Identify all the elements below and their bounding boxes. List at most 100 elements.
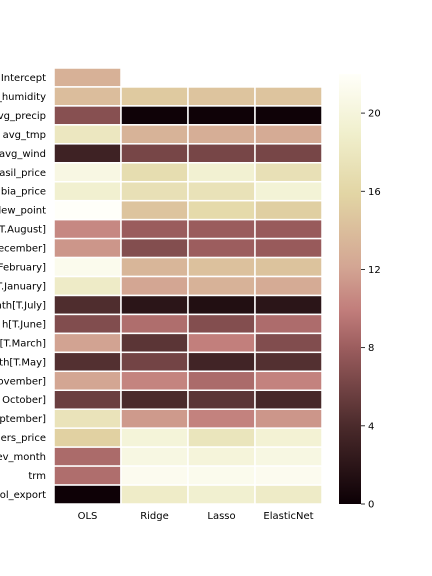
row-label: October] — [2, 395, 46, 406]
heatmap-cell — [254, 294, 323, 316]
heatmap-cell — [254, 408, 323, 429]
heatmap-cell — [187, 256, 256, 278]
heatmap-cell — [53, 408, 122, 429]
heatmap-cell — [120, 162, 189, 183]
heatmap-cell — [53, 256, 122, 278]
column-label: OLS — [78, 511, 98, 522]
heatmap-cell — [53, 180, 122, 202]
heatmap-cell — [53, 294, 122, 316]
heatmap-cell — [187, 332, 256, 354]
heatmap-cell — [53, 67, 122, 88]
row-label: ptember] — [0, 414, 46, 425]
heatmap-cell — [53, 332, 122, 354]
row-label: T.January] — [0, 282, 46, 293]
row-label: ev_month — [0, 452, 46, 463]
row-label: ol_export — [0, 490, 46, 501]
heatmap-cell — [254, 351, 323, 373]
heatmap-cell — [120, 180, 189, 202]
heatmap-cell — [120, 275, 189, 297]
heatmap-cell — [254, 465, 323, 486]
colorbar-tick-label: 8 — [368, 343, 374, 354]
heatmap-cell — [53, 484, 122, 505]
heatmap-cell — [120, 105, 189, 126]
column-label: Ridge — [140, 511, 169, 522]
heatmap-cell — [187, 275, 256, 297]
heatmap-cell — [187, 199, 256, 221]
heatmap-cell — [120, 389, 189, 410]
heatmap-cell — [120, 427, 189, 448]
row-label: nth[T.July] — [0, 300, 46, 311]
heatmap-cell — [187, 313, 256, 335]
heatmap-cell — [120, 143, 189, 164]
heatmap-cell — [187, 105, 256, 126]
row-label: T.August] — [0, 225, 46, 236]
colorbar-tick-label: 4 — [368, 421, 374, 432]
row-label: avg_wind — [0, 149, 46, 160]
heatmap-cell — [254, 143, 323, 164]
row-label: dew_point — [0, 206, 46, 217]
heatmap-cell — [53, 351, 122, 373]
heatmap-cell — [254, 256, 323, 278]
heatmap-cell — [53, 162, 122, 183]
heatmap-cell — [120, 294, 189, 316]
colorbar-tick-label: 16 — [368, 187, 381, 198]
heatmap-cell — [254, 218, 323, 240]
heatmap-cell — [254, 124, 323, 145]
heatmap-cell — [53, 389, 122, 410]
row-label: trm — [28, 471, 46, 482]
heatmap-cell — [120, 351, 189, 373]
heatmap-cell — [53, 427, 122, 448]
heatmap-cell — [254, 484, 323, 505]
row-label: asil_price — [0, 168, 46, 179]
heatmap-cell — [53, 218, 122, 240]
row-label: February] — [0, 263, 46, 274]
heatmap-cell — [53, 465, 122, 486]
heatmap-cell — [187, 389, 256, 410]
colorbar — [339, 74, 361, 504]
column-label: Lasso — [207, 511, 235, 522]
heatmap-cell — [254, 237, 323, 259]
heatmap-cell — [187, 427, 256, 448]
heatmap-cell — [187, 465, 256, 486]
row-label: Intercept — [1, 73, 46, 84]
heatmap-cell — [187, 294, 256, 316]
heatmap-cell — [187, 446, 256, 467]
heatmap-cell — [53, 199, 122, 221]
heatmap-cell — [254, 332, 323, 354]
row-label: th[T.May] — [0, 357, 46, 368]
heatmap-cell — [254, 427, 323, 448]
heatmap-cell — [120, 86, 189, 107]
row-label: ovember] — [0, 376, 46, 387]
heatmap-cell — [254, 275, 323, 297]
row-label: avg_precip — [0, 111, 46, 122]
heatmap-cell — [53, 105, 122, 126]
colorbar-ticks: 0 4 8 12 16 20 — [361, 109, 381, 511]
heatmap-cell — [53, 370, 122, 392]
heatmap-cell — [254, 313, 323, 335]
heatmap-cell — [120, 218, 189, 240]
colorbar-tick-label: 20 — [368, 109, 381, 120]
row-label: _humidity — [0, 92, 46, 103]
heatmap-cell — [53, 86, 122, 107]
row-label: avg_tmp — [3, 130, 46, 141]
heatmap-cell — [53, 446, 122, 467]
heatmap-cell — [187, 237, 256, 259]
heatmap-cell — [120, 465, 189, 486]
heatmap-cell — [254, 180, 323, 202]
row-label: ers_price — [1, 433, 46, 444]
heatmap-cell — [187, 408, 256, 429]
heatmap-cell — [187, 351, 256, 373]
row-labels: Intercept _humidity avg_precip avg_tmp avg_w… — [0, 73, 46, 501]
heatmap-cell — [120, 332, 189, 354]
heatmap-cell — [187, 143, 256, 164]
heatmap-cell — [254, 370, 323, 392]
heatmap-cell — [187, 124, 256, 145]
heatmap-cells — [53, 67, 323, 505]
heatmap-cell — [187, 86, 256, 107]
colorbar-tick-label: 0 — [368, 500, 374, 511]
colorbar-tick-label: 12 — [368, 265, 381, 276]
heatmap-cell — [254, 162, 323, 183]
row-label: h[T.June] — [2, 319, 46, 330]
heatmap-cell — [187, 484, 256, 505]
